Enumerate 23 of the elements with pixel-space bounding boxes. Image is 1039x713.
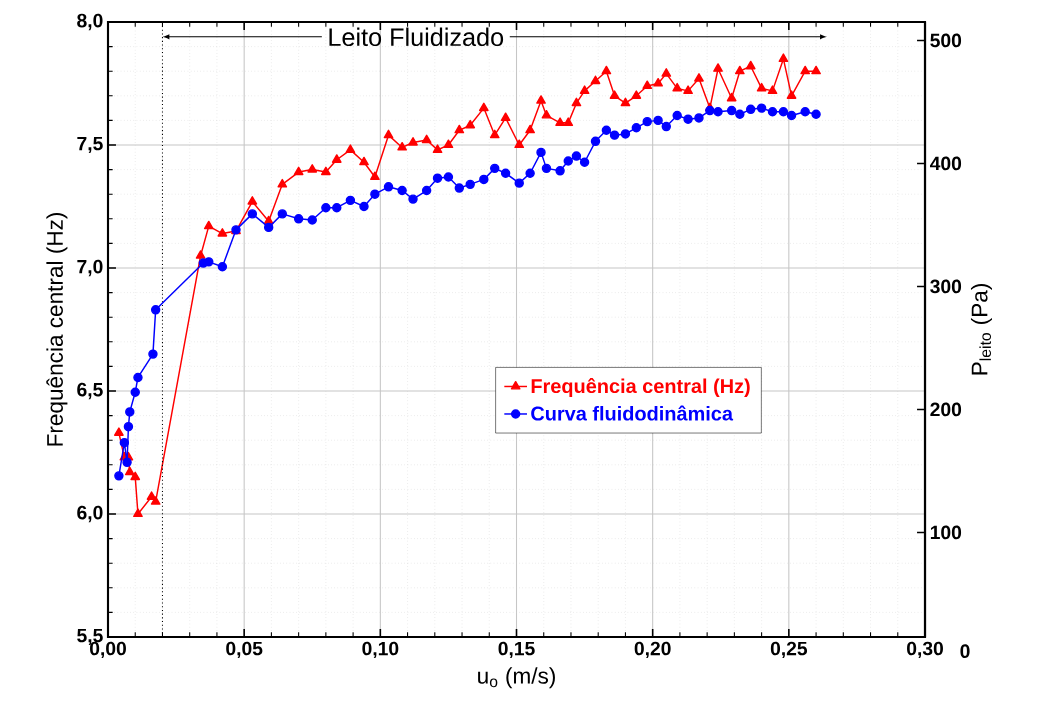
y2-tick-label: 400 bbox=[930, 156, 962, 171]
y2-tick-label: 200 bbox=[930, 402, 962, 417]
y-tick-label: 7,0 bbox=[77, 259, 103, 277]
x-tick-label: 0,10 bbox=[362, 641, 399, 659]
legend-label: Frequência central (Hz) bbox=[531, 378, 750, 398]
legend-label: Curva fluidodinâmica bbox=[531, 405, 734, 421]
ref-line-label: Leito Fluidizado bbox=[329, 27, 504, 47]
x-tick-label: 0,05 bbox=[226, 641, 263, 659]
x-tick-label: 0,15 bbox=[498, 641, 535, 659]
y2-tick-label: 500 bbox=[930, 33, 962, 48]
y2-axis-title: P$_{leito}$ (Pa) bbox=[970, 284, 992, 375]
text: 0 bbox=[960, 644, 970, 658]
y-tick-label: 6,5 bbox=[77, 382, 103, 400]
y-tick-label: 6,0 bbox=[77, 505, 103, 523]
y-tick-label: 8,0 bbox=[77, 13, 103, 31]
y2-tick-label: 100 bbox=[930, 525, 962, 540]
y-tick-label: 7,5 bbox=[77, 136, 103, 154]
y2-tick-label: 300 bbox=[930, 279, 962, 294]
x-tick-label: 0,20 bbox=[634, 641, 671, 659]
x-tick-label: 0,30 bbox=[907, 641, 943, 659]
y-axis-title: Frequência central (Hz) bbox=[46, 212, 68, 446]
x-tick-label: 0,25 bbox=[770, 641, 808, 659]
x-axis-title: u$_{o}$ (m/s) bbox=[478, 667, 555, 689]
